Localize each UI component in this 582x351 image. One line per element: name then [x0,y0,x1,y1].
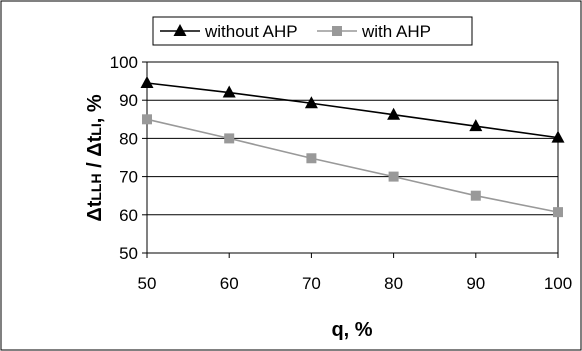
data-point [388,171,399,182]
y-tick-label: 50 [119,244,138,263]
data-point [387,107,401,120]
gridlines [142,61,559,258]
data-point [306,153,317,164]
y-tick-label: 100 [110,53,138,72]
data-point [142,114,152,125]
plot-area [146,61,559,254]
y-axis-title: ΔtLLH / ΔtLI, % [84,94,106,222]
x-tick-label: 70 [302,274,321,293]
data-point [470,190,481,201]
legend-entry: without AHP [160,22,298,41]
series-1 [140,76,565,143]
y-tick-label: 60 [119,206,138,225]
y-tick-labels: 50 60 70 80 90 100 [110,53,138,263]
data-point [304,96,318,109]
data-point [553,207,563,218]
y-tick-label: 80 [119,129,138,148]
x-tick-label: 100 [544,274,572,293]
y-tick-label: 90 [119,91,138,110]
series-2 [142,114,563,218]
data-point [551,130,565,143]
x-axis-title: q, % [331,319,372,341]
series-layer [140,76,565,218]
legend-label: without AHP [204,22,298,41]
series-line [146,118,559,213]
data-point [224,133,235,144]
legend-entry: with AHP [317,22,431,41]
x-tick-label: 80 [384,274,403,293]
series-line [146,82,559,139]
legend-label: with AHP [361,22,431,41]
legend-box [152,16,473,46]
legend-marker [173,24,187,36]
x-tick-label: 60 [220,274,239,293]
data-point [140,76,154,89]
x-tick-label: 90 [466,274,485,293]
data-point [469,119,483,132]
data-point [222,85,236,98]
x-tick-label: 50 [138,274,157,293]
y-tick-label: 70 [119,168,138,187]
legend: without AHP with AHP [152,16,473,46]
x-tick-labels: 50 60 70 80 90 100 [138,274,573,293]
legend-marker [332,26,342,36]
